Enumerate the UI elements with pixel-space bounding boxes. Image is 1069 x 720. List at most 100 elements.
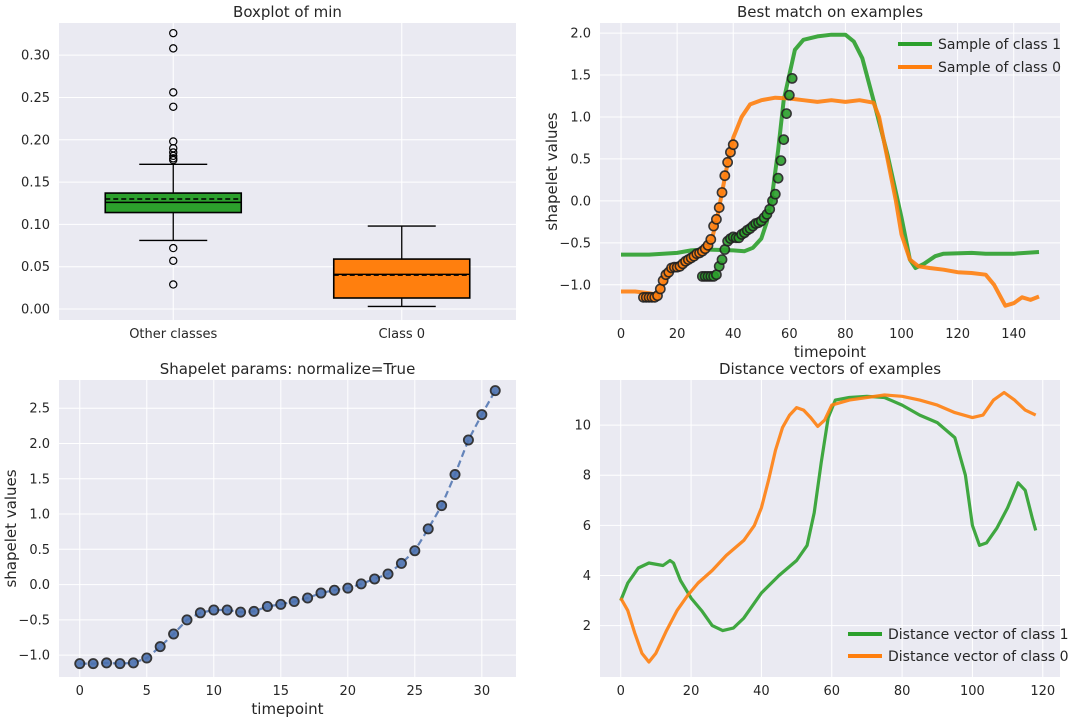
x-tick-label: Class 0 <box>378 327 425 342</box>
match-point <box>769 188 781 200</box>
legend-label: Distance vector of class 1 <box>888 627 1069 643</box>
data-point <box>382 568 394 580</box>
y-tick-label: 0.15 <box>21 176 50 191</box>
y-tick-label: 0.0 <box>29 578 50 593</box>
outlier-point <box>169 28 178 38</box>
y-tick-label: 4 <box>583 569 591 584</box>
match-point <box>722 156 734 168</box>
y-tick-label: 0.5 <box>29 543 50 558</box>
grid <box>600 23 1060 320</box>
x-tick-label: 100 <box>889 327 914 342</box>
data-point <box>369 573 381 585</box>
outlier-point <box>169 154 178 163</box>
chart-title: Boxplot of min <box>233 3 342 21</box>
outlier-point <box>169 148 178 157</box>
y-tick-label: 1.0 <box>570 110 591 125</box>
match-point <box>772 172 784 184</box>
y-tick-label: 2.0 <box>29 437 50 452</box>
match-point <box>713 202 725 213</box>
data-point <box>194 607 206 619</box>
data-point <box>74 658 86 670</box>
y-tick-label: 2.5 <box>29 402 50 417</box>
data-point <box>422 523 434 535</box>
series-line-2 <box>619 390 1037 664</box>
data-point <box>342 582 354 594</box>
match-point <box>705 234 717 245</box>
match-point <box>775 155 787 166</box>
outlier-point <box>169 256 178 265</box>
box-2 <box>332 225 471 308</box>
grid <box>59 380 516 677</box>
data-point <box>288 596 300 608</box>
data-point <box>355 578 367 590</box>
y-tick-label: 1.5 <box>29 472 50 487</box>
chart-title: Distance vectors of examples <box>719 360 941 378</box>
outlier-point <box>169 88 178 97</box>
grid <box>59 23 516 320</box>
outlier-point <box>169 243 178 253</box>
chart-4: Distance vectors of examples 0 20 40 60 80 100… <box>574 360 1068 699</box>
x-tick-label: 25 <box>407 684 424 699</box>
x-tick-label: 80 <box>894 684 911 699</box>
chart-3: Shapelet params: normalize=True 0 5 10 15 20 2… <box>2 360 516 718</box>
x-tick-label: 60 <box>823 684 840 699</box>
y-tick-label: 1.5 <box>570 69 591 84</box>
y-axis-label: shapelet values <box>543 112 561 230</box>
match-point <box>786 72 798 84</box>
y-tick-label: 1.0 <box>29 508 50 523</box>
match-point <box>778 134 790 146</box>
y-tick-label: 0.20 <box>21 133 50 148</box>
data-point <box>261 600 273 612</box>
match-point <box>716 187 728 198</box>
legend-label: Distance vector of class 0 <box>888 649 1069 665</box>
data-point <box>476 409 488 421</box>
chart-1: Boxplot of min Other classes Class 0 0.00 0.… <box>21 3 516 342</box>
data-point <box>489 385 501 397</box>
x-tick-label: 30 <box>474 684 491 699</box>
y-tick-label: 8 <box>583 469 591 484</box>
x-axis-label: timepoint <box>251 700 323 718</box>
y-tick-label: 2.0 <box>570 27 591 42</box>
plot-area <box>59 380 516 677</box>
x-tick-label: 80 <box>837 327 854 342</box>
data-point <box>409 545 421 557</box>
data-point <box>462 434 474 446</box>
series-group <box>621 32 1040 308</box>
data-point <box>181 614 193 626</box>
data-point <box>168 628 180 640</box>
data-point <box>436 500 448 512</box>
y-tick-label: 6 <box>583 519 591 534</box>
legend-label: Sample of class 1 <box>938 37 1061 53</box>
data-point <box>141 652 153 664</box>
data-point <box>127 657 139 669</box>
data-point <box>395 557 407 569</box>
chart-2: Best match on examples 0 20 40 60 80 100 120 140… <box>543 3 1061 361</box>
chart-title: Best match on examples <box>737 3 923 21</box>
x-tick-label: 60 <box>781 327 798 342</box>
plot-area <box>600 380 1060 677</box>
y-tick-label: −1.0 <box>559 278 591 293</box>
x-tick-label: 10 <box>206 684 223 699</box>
grid <box>600 380 1060 677</box>
x-tick-label: 120 <box>1030 684 1055 699</box>
data-point <box>101 657 113 669</box>
y-tick-label: 2 <box>583 619 591 634</box>
x-tick-label: Other classes <box>129 327 217 342</box>
series-line-1 <box>619 394 1038 633</box>
x-tick-label: 5 <box>143 684 151 699</box>
x-tick-label: 0 <box>617 684 625 699</box>
y-tick-label: 0.30 <box>21 49 50 64</box>
y-axis-label: shapelet values <box>2 469 20 587</box>
y-tick-label: 0.5 <box>570 152 591 167</box>
data-point <box>248 605 260 617</box>
y-tick-label: −1.0 <box>18 649 50 664</box>
data-point <box>87 658 99 670</box>
x-tick-label: 140 <box>1001 327 1026 342</box>
chart-title: Shapelet params: normalize=True <box>160 360 416 378</box>
x-tick-label: 20 <box>669 327 686 342</box>
data-point <box>328 584 340 596</box>
data-point <box>154 641 166 653</box>
y-tick-label: −0.5 <box>18 613 50 628</box>
match-point <box>716 254 728 265</box>
